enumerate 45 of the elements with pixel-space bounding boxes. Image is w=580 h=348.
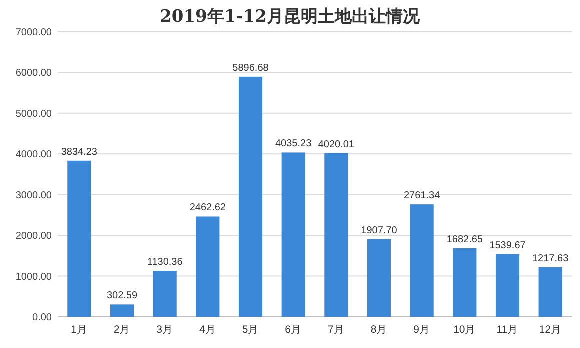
bar — [196, 216, 220, 317]
data-label: 1539.67 — [490, 240, 526, 252]
x-tick-label: 6月 — [285, 324, 302, 336]
x-tick-label: 10月 — [454, 324, 476, 336]
x-tick-label: 12月 — [539, 324, 562, 336]
data-label: 1907.70 — [361, 225, 398, 236]
bar — [367, 239, 392, 317]
chart-title: 2019年1-12月昆明土地出让情况 — [160, 7, 421, 27]
y-tick-label: 1000.00 — [16, 272, 52, 283]
y-tick-label: 6000.00 — [16, 68, 52, 80]
x-tick-label: 8月 — [370, 324, 388, 336]
bar — [410, 204, 434, 317]
y-tick-label: 0.00 — [32, 312, 52, 324]
data-label: 1217.63 — [532, 253, 570, 264]
y-tick-label: 3000.00 — [16, 190, 52, 202]
x-tick-label: 9月 — [414, 324, 431, 336]
bar — [496, 254, 520, 317]
x-tick-label: 11月 — [496, 324, 519, 336]
x-tick-label: 1月 — [70, 324, 88, 336]
data-label: 2462.62 — [190, 202, 226, 214]
data-label: 1682.65 — [446, 234, 484, 246]
bar — [238, 76, 263, 317]
x-tick-label: 5月 — [242, 324, 260, 336]
y-tick-label: 2000.00 — [16, 231, 52, 242]
bar — [324, 153, 348, 317]
y-tick-label: 7000.00 — [16, 28, 52, 38]
data-label: 2761.34 — [404, 190, 441, 202]
x-tick-label: 2月 — [114, 324, 131, 336]
data-label: 1130.36 — [147, 256, 184, 268]
x-tick-label: 4月 — [199, 324, 216, 336]
bar — [538, 267, 562, 317]
data-label: 3834.23 — [61, 146, 98, 158]
x-tick-label: 7月 — [328, 324, 345, 336]
y-tick-label: 4000.00 — [16, 150, 52, 161]
data-label: 5896.68 — [232, 62, 270, 74]
bar — [453, 248, 477, 317]
bar — [282, 152, 306, 317]
y-tick-label: 5000.00 — [16, 108, 52, 120]
data-label: 4020.01 — [318, 139, 355, 150]
bar — [68, 160, 92, 317]
bar — [110, 304, 134, 317]
bar — [153, 270, 177, 317]
data-label: 302.59 — [106, 290, 138, 302]
data-label: 4035.23 — [276, 138, 312, 150]
x-tick-label: 3月 — [156, 324, 174, 336]
